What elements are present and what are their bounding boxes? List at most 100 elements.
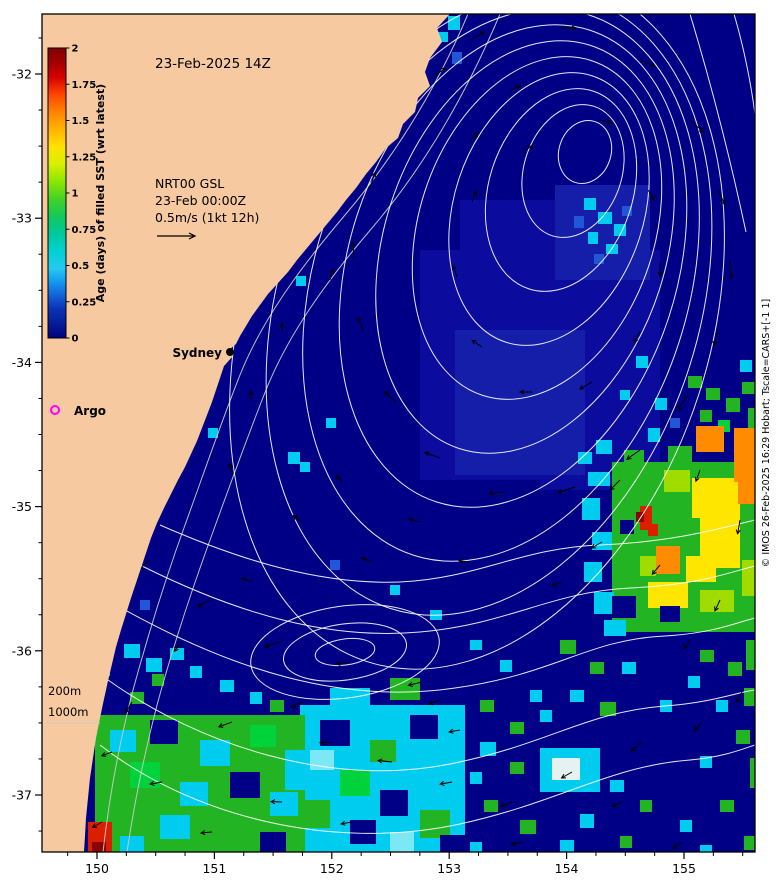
current-vector [269, 799, 283, 805]
current-vector [240, 577, 253, 583]
contour-line [314, 637, 376, 667]
sst-patch [152, 674, 164, 686]
depth-200m-label: 200m [48, 684, 81, 698]
current-vector [599, 119, 613, 125]
current-vector [340, 820, 353, 826]
sst-patch [598, 212, 612, 224]
current-vector [451, 264, 458, 278]
contour-line [159, 519, 755, 583]
current-vector [263, 641, 281, 649]
current-vector [694, 469, 701, 483]
sst-patch [310, 750, 334, 770]
current-vector [248, 390, 254, 403]
current-vector [279, 321, 285, 332]
sst-patch [742, 382, 755, 394]
current-vector [714, 599, 721, 612]
sst-patch [620, 836, 632, 848]
sst-patch [570, 690, 584, 702]
current-vector [407, 517, 421, 523]
sst-patch [455, 330, 585, 475]
x-tick-label: 151 [202, 861, 226, 876]
colorbar-tick-label: 1.25 [72, 152, 97, 163]
current-vector [499, 801, 513, 808]
contour-line [107, 679, 755, 772]
sst-patch [520, 820, 536, 834]
sst-patch [370, 740, 396, 762]
sst-patch [640, 556, 656, 576]
sst-patch [552, 758, 580, 780]
sst-patch [190, 666, 202, 678]
sst-patch [470, 772, 482, 784]
sst-patch [285, 750, 305, 790]
sst-patch [700, 756, 712, 768]
sst-patch [540, 710, 552, 722]
contour-line [124, 609, 755, 693]
sst-patch [648, 524, 658, 536]
current-vector [439, 780, 453, 786]
current-vector [579, 381, 593, 390]
current-vector [560, 25, 578, 31]
sst-patch [584, 198, 596, 210]
contour-line [99, 744, 755, 834]
sst-patch [706, 388, 720, 400]
current-vector [630, 741, 643, 752]
sst-patch [655, 398, 667, 410]
sst-patch [560, 640, 576, 654]
sst-patch [746, 640, 755, 670]
sst-patch [390, 832, 414, 852]
sst-patch [390, 678, 420, 700]
sst-patch [452, 52, 462, 64]
argo-marker [50, 405, 60, 415]
sst-patch [410, 715, 438, 739]
sst-patch [636, 512, 644, 522]
sst-patch [484, 800, 498, 812]
current-vector [448, 728, 461, 734]
current-vector [427, 699, 441, 706]
x-tick-label: 153 [437, 861, 461, 876]
colorbar [47, 47, 67, 339]
sst-patch [664, 470, 690, 492]
current-vector [639, 59, 656, 67]
contour-line [250, 604, 440, 700]
sst-patch [530, 690, 542, 702]
current-vector [350, 240, 356, 259]
sst-patch [594, 592, 614, 614]
x-tick-label: 152 [320, 861, 344, 876]
current-vector [609, 479, 621, 491]
sst-patch [560, 840, 574, 852]
sst-patch [320, 720, 350, 746]
sst-patch [288, 452, 300, 464]
current-vector [335, 474, 343, 483]
current-vector [657, 262, 663, 278]
bathymetry-line [126, 14, 501, 852]
sst-patch [640, 800, 652, 812]
contour-line [484, 88, 638, 292]
bathymetry-line [102, 14, 469, 852]
current-vector [469, 132, 480, 141]
contour-line [689, 14, 747, 233]
sst-patch [688, 376, 702, 388]
sst-patch [594, 254, 604, 264]
sst-patch [146, 658, 162, 672]
sst-patch [260, 832, 286, 852]
contour-line [557, 120, 613, 184]
sst-patch [600, 702, 616, 716]
sst-patch [680, 820, 692, 832]
current-vector [458, 558, 471, 564]
sst-patch [480, 742, 496, 756]
sst-patch [440, 835, 465, 852]
sst-patch [588, 472, 610, 486]
colorbar-tick-label: 1.5 [72, 116, 90, 127]
sst-patch [728, 662, 742, 676]
y-tick-label: -36 [12, 643, 32, 658]
colorbar-tick-label: 0.25 [72, 297, 97, 308]
sst-patch [300, 462, 310, 472]
sst-patch [250, 725, 276, 747]
current-vector [560, 771, 573, 779]
sst-patch [624, 450, 644, 466]
plot-frame [41, 13, 756, 853]
date-title: 23-Feb-2025 14Z [155, 56, 271, 72]
sst-patch [636, 356, 648, 368]
current-vector [292, 514, 303, 523]
